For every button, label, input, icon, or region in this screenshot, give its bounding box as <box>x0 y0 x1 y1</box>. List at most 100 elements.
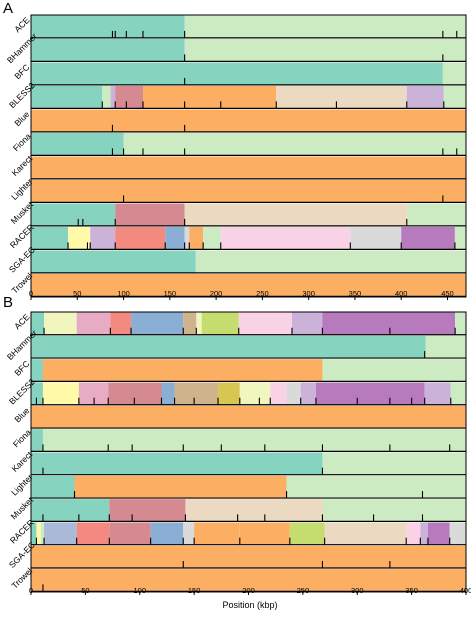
segment <box>286 382 301 405</box>
segment <box>31 405 466 429</box>
segment <box>420 522 428 545</box>
segment <box>350 227 402 250</box>
segment <box>42 359 323 382</box>
segment <box>443 86 466 109</box>
track-bfc <box>31 359 466 382</box>
segment <box>218 382 240 405</box>
segment <box>110 86 116 109</box>
segment <box>454 227 466 250</box>
row-label: ACE <box>12 15 32 35</box>
segment <box>184 15 466 38</box>
row-label: BFC <box>12 359 31 378</box>
segment <box>189 227 204 250</box>
segment <box>286 475 466 499</box>
segment <box>31 62 443 85</box>
x-tick-label: 200 <box>242 586 255 595</box>
segment <box>324 522 407 545</box>
segment <box>78 382 109 405</box>
segment <box>239 382 271 405</box>
segment <box>31 429 43 452</box>
segment <box>90 227 116 250</box>
x-tick-label: 300 <box>351 586 364 595</box>
segment <box>102 86 111 109</box>
row-label: ACE <box>12 312 32 332</box>
segment <box>315 382 425 405</box>
track-musket <box>31 203 466 227</box>
track-sga-ec <box>31 545 466 569</box>
segment <box>220 227 351 250</box>
track-trowel <box>31 569 466 592</box>
segment <box>31 133 124 156</box>
panel-a-label: A <box>3 0 13 17</box>
x-tick-label: 100 <box>133 586 146 595</box>
x-tick-label: 200 <box>210 289 223 298</box>
segment <box>183 312 197 335</box>
x-axis-title: Position (kbp) <box>222 600 277 610</box>
segment <box>276 86 407 109</box>
segment <box>424 382 451 405</box>
track-fiona <box>31 133 466 156</box>
segment <box>425 335 466 359</box>
track-bless2 <box>31 382 466 406</box>
segment <box>239 522 290 545</box>
x-tick-label: 50 <box>81 586 89 595</box>
segment <box>31 39 185 62</box>
segment <box>185 499 323 522</box>
segment <box>203 227 221 250</box>
segment <box>406 86 444 109</box>
row-label: Fiona <box>11 427 33 449</box>
segment <box>31 109 466 132</box>
row-label: Fiona <box>11 131 33 153</box>
segment <box>109 522 151 545</box>
row-label: BFC <box>12 62 31 81</box>
track-bhammer <box>31 335 466 359</box>
segment <box>31 15 185 38</box>
segment <box>31 522 37 545</box>
segment <box>76 522 110 545</box>
segment <box>31 227 69 250</box>
segment <box>196 312 202 335</box>
segment <box>31 359 43 382</box>
segment <box>427 522 450 545</box>
x-tick-label: 0 <box>29 289 33 298</box>
track-lighter <box>31 180 466 203</box>
x-tick-label: 100 <box>117 289 130 298</box>
track-lighter <box>31 475 466 499</box>
row-label: Blue <box>12 405 31 424</box>
track-bhammer <box>31 39 466 63</box>
track-racer <box>31 522 466 546</box>
track-karect <box>31 156 466 180</box>
track-blue <box>31 109 466 133</box>
segment <box>322 312 456 335</box>
panel-a-chart: ACEBHammerBFCBLESS2BlueFionaKarectLighte… <box>5 14 467 300</box>
panel-b-label: B <box>3 294 13 311</box>
x-tick-label: 50 <box>73 289 81 298</box>
segment <box>174 382 219 405</box>
segment <box>31 274 466 297</box>
row-label: Blue <box>12 109 31 128</box>
segment <box>31 335 426 359</box>
segment <box>300 382 316 405</box>
segment <box>201 312 239 335</box>
segment <box>406 522 421 545</box>
segment <box>184 227 190 250</box>
segment <box>289 522 325 545</box>
segment <box>74 475 287 499</box>
segment <box>31 312 45 335</box>
track-fiona <box>31 429 467 452</box>
segment <box>31 250 196 273</box>
segment <box>142 86 277 109</box>
segment <box>184 39 466 62</box>
segment <box>76 312 111 335</box>
segment <box>194 522 240 545</box>
x-tick-label: 450 <box>441 289 454 298</box>
segment <box>322 452 466 475</box>
track-racer <box>31 227 466 250</box>
segment <box>68 227 91 250</box>
segment <box>270 382 287 405</box>
x-tick-label: 400 <box>395 289 408 298</box>
track-karect <box>31 452 466 476</box>
segment <box>161 382 175 405</box>
segment <box>31 203 116 226</box>
